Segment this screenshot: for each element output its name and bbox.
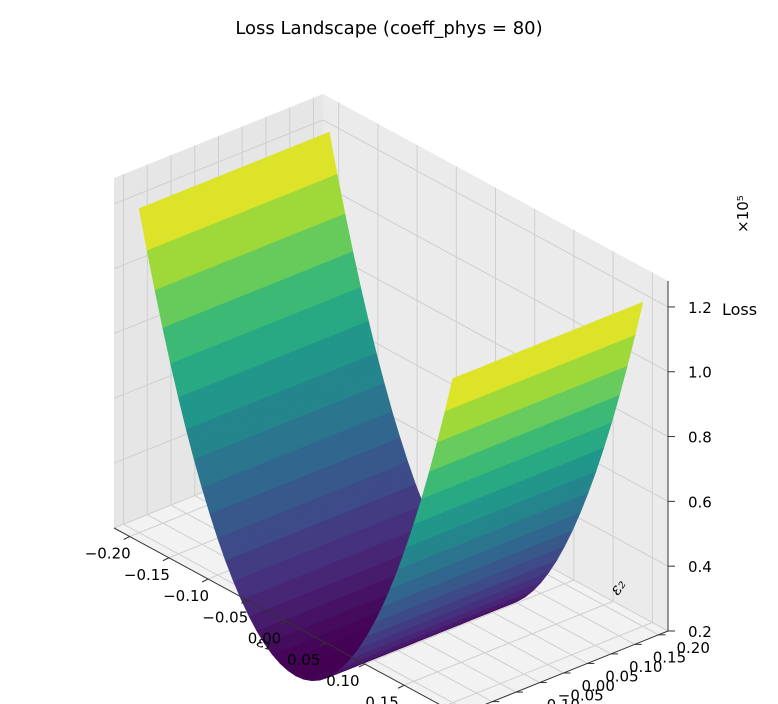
x-tick-mark (397, 684, 405, 689)
y-tick-label: −0.10 (534, 696, 580, 704)
z-tick-label: 1.2 (688, 299, 712, 317)
y-tick-label: 0.15 (653, 648, 686, 666)
x-tick-label: −0.15 (124, 566, 170, 584)
z-tick-label: 0.6 (688, 493, 712, 511)
chart-title: Loss Landscape (coeff_phys = 80) (235, 18, 542, 39)
loss-surface (138, 131, 644, 682)
x-tick-label: −0.10 (163, 587, 209, 605)
z-tick-label: 0.4 (688, 558, 712, 576)
x-tick-label: 0.10 (326, 672, 359, 690)
x-tick-label: −0.20 (85, 545, 131, 563)
back-gridline-z (322, 119, 669, 308)
z-axis-label: Loss (722, 300, 757, 319)
axis-ticks: −0.20−0.15−0.10−0.050.000.050.100.150.20… (85, 281, 712, 704)
y-tick-label: −0.05 (558, 687, 604, 704)
x-tick-mark (319, 642, 326, 647)
x-tick-mark (358, 663, 366, 668)
x-tick-mark (123, 536, 130, 540)
z-tick-label: 1.0 (688, 364, 712, 382)
x-tick-label: 0.00 (248, 630, 281, 648)
x-tick-label: 0.15 (365, 693, 398, 704)
y-tick-label: 0.00 (582, 677, 615, 695)
x-tick-mark (201, 578, 209, 583)
left-gridline-z (113, 119, 324, 205)
y-tick-label: 0.20 (677, 639, 710, 657)
x-tick-mark (162, 557, 170, 562)
x-axis-label: ε₁ (255, 631, 275, 654)
z-tick-label: 0.2 (688, 623, 712, 641)
x-tick-mark (241, 599, 248, 604)
surface-patch (138, 206, 153, 251)
z-tick-label: 0.8 (688, 429, 712, 447)
y-tick-label: 0.10 (629, 658, 662, 676)
x-tick-mark (280, 621, 287, 625)
y-tick-label: 0.05 (605, 667, 638, 685)
x-tick-label: 0.05 (287, 651, 320, 669)
z-axis-multiplier: ×10⁵ (734, 195, 752, 233)
x-tick-label: −0.05 (202, 608, 248, 626)
